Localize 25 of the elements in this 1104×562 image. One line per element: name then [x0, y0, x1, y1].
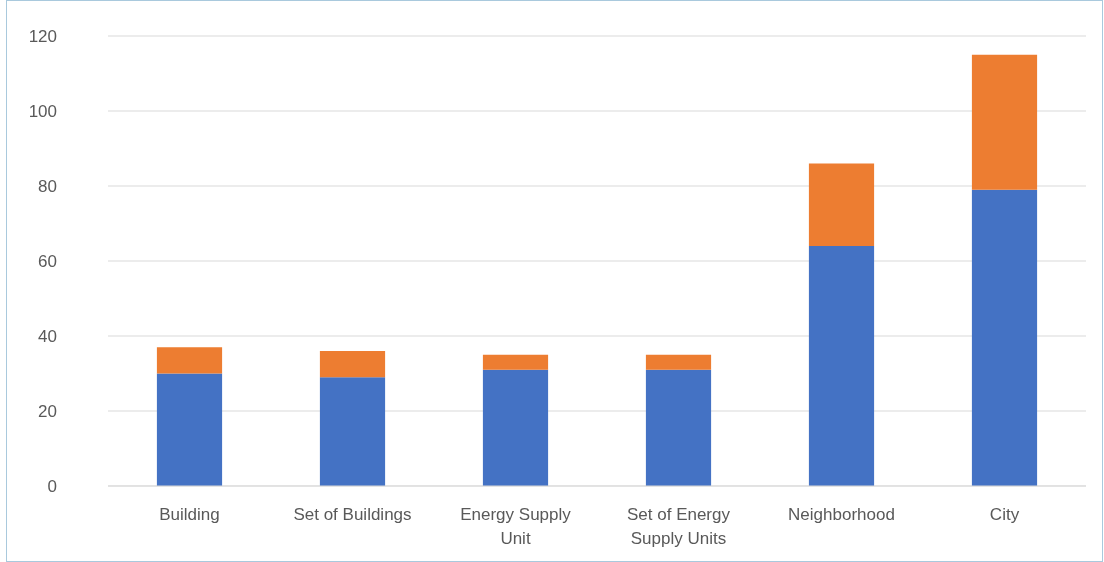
bar: [482, 369, 549, 486]
y-tick-label: 60: [38, 251, 57, 271]
bar: [971, 54, 1038, 190]
bar: [156, 347, 223, 374]
x-tick-label: Neighborhood: [788, 505, 895, 524]
x-tick-label: Energy Supply Unit: [460, 505, 572, 548]
bar: [156, 373, 223, 486]
x-tick-label: Set of Buildings: [293, 505, 412, 524]
y-tick-label: 100: [28, 101, 57, 121]
bar: [808, 246, 875, 486]
y-tick-label: 120: [28, 26, 57, 46]
bar: [645, 354, 712, 370]
x-tick-label: Set of Energy Supply Units: [626, 505, 731, 548]
bar: [482, 354, 549, 370]
x-tick-label: Building: [159, 505, 220, 524]
y-tick-label: 40: [38, 326, 57, 346]
bar: [319, 351, 386, 378]
y-tick-label: 80: [38, 176, 57, 196]
bar: [319, 377, 386, 486]
y-tick-label: 0: [47, 476, 57, 496]
bar: [971, 189, 1038, 486]
bar: [645, 369, 712, 486]
x-tick-label: City: [989, 505, 1020, 524]
y-tick-label: 20: [38, 401, 57, 421]
bar: [808, 163, 875, 246]
